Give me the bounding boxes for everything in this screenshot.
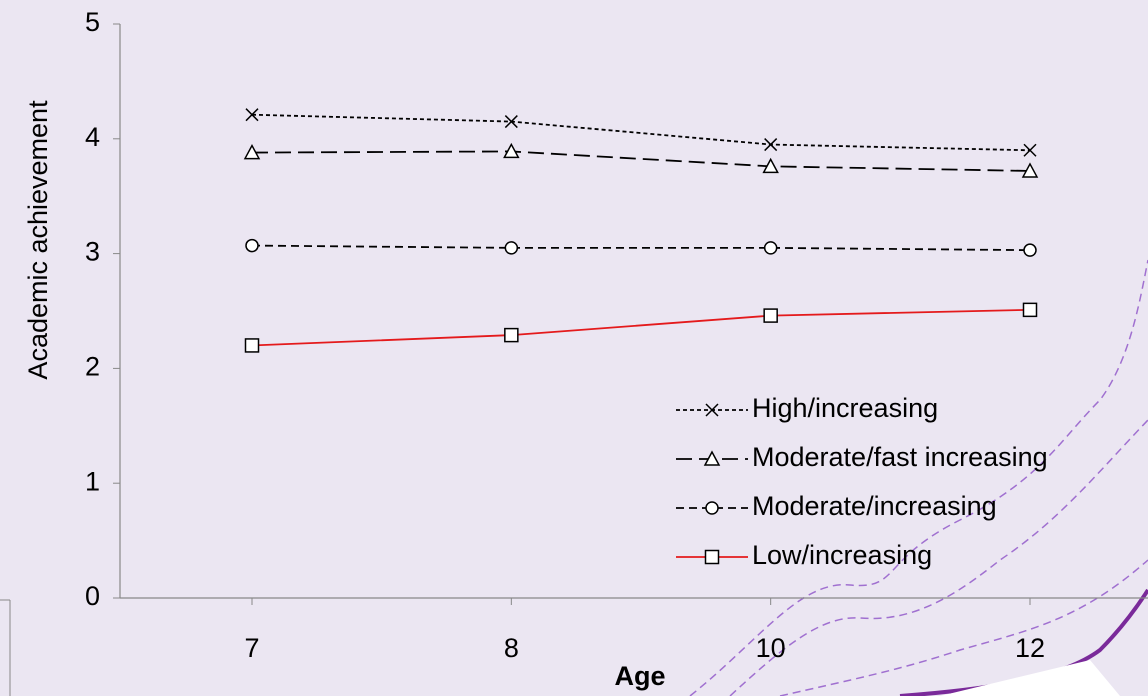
data-point bbox=[1024, 244, 1036, 256]
data-point bbox=[246, 109, 258, 121]
x-tick-label: 8 bbox=[504, 633, 519, 663]
chart: Academic achievement Age 012345781012Hig… bbox=[0, 0, 1148, 696]
legend-entry: Moderate/fast increasing bbox=[676, 442, 1048, 472]
legend-entry: Low/increasing bbox=[676, 540, 932, 570]
x-tick-label: 12 bbox=[1015, 633, 1045, 663]
legend-entry: Moderate/increasing bbox=[676, 491, 997, 521]
series bbox=[245, 144, 1037, 177]
series-line bbox=[252, 310, 1030, 346]
data-point bbox=[505, 329, 518, 342]
x-tick-label: 10 bbox=[756, 633, 786, 663]
series bbox=[246, 240, 1036, 257]
y-tick-label: 3 bbox=[85, 237, 100, 267]
legend-label: Low/increasing bbox=[752, 540, 932, 570]
legend-marker bbox=[706, 502, 718, 514]
data-point bbox=[1024, 144, 1036, 156]
series-line bbox=[252, 246, 1030, 251]
legend-entry: High/increasing bbox=[676, 393, 938, 423]
data-point bbox=[505, 242, 517, 254]
data-point bbox=[246, 339, 259, 352]
deco-shape bbox=[940, 660, 1120, 696]
data-point bbox=[765, 242, 777, 254]
data-point bbox=[765, 139, 777, 151]
x-axis-label: Age bbox=[614, 661, 665, 691]
legend-label: Moderate/increasing bbox=[752, 491, 997, 521]
y-tick-label: 2 bbox=[85, 352, 100, 382]
legend-label: Moderate/fast increasing bbox=[752, 442, 1048, 472]
series-line bbox=[252, 151, 1030, 171]
y-tick-label: 1 bbox=[85, 466, 100, 496]
legend-marker bbox=[706, 551, 719, 564]
deco-curve bbox=[690, 260, 1148, 696]
series-line bbox=[252, 115, 1030, 151]
y-axis-label: Academic achievement bbox=[23, 100, 53, 380]
data-point bbox=[764, 309, 777, 322]
decoration bbox=[0, 260, 1148, 696]
y-tick-label: 4 bbox=[85, 122, 100, 152]
data-point bbox=[246, 240, 258, 252]
legend-label: High/increasing bbox=[752, 393, 938, 423]
series bbox=[246, 303, 1037, 352]
data-point bbox=[1024, 303, 1037, 316]
series bbox=[246, 109, 1036, 157]
x-tick-label: 7 bbox=[244, 633, 259, 663]
y-tick-label: 0 bbox=[85, 581, 100, 611]
y-tick-label: 5 bbox=[85, 7, 100, 37]
page: {"chart_data": {"type": "line", "y_label… bbox=[0, 0, 1148, 696]
